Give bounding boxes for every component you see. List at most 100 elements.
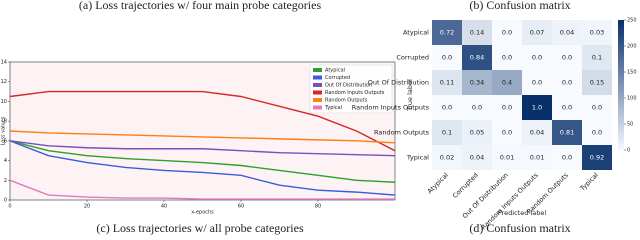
cell-label: 0.04 xyxy=(560,29,574,37)
colorbar-tick-label: 150 xyxy=(627,70,637,76)
caption: (b) Confusion matrix xyxy=(469,0,570,12)
y-tick-label: 4 xyxy=(4,158,7,164)
y-tick-label: 14 xyxy=(1,60,7,66)
heatmap-cell xyxy=(492,145,522,170)
heatmap-cell xyxy=(522,70,552,95)
heatmap-cell xyxy=(432,95,462,120)
heatmap-cell xyxy=(582,70,612,95)
heatmap-cell xyxy=(582,95,612,120)
legend-label: Random Outputs xyxy=(325,98,368,104)
cell-label: 0.14 xyxy=(470,29,484,37)
cell-label: 0.0 xyxy=(442,54,452,62)
legend-label: Typical xyxy=(324,105,342,111)
heatmap-cell xyxy=(552,95,582,120)
cell-label: 0.15 xyxy=(590,79,604,87)
heatmap-cell xyxy=(432,145,462,170)
colorbar-segment xyxy=(618,59,624,63)
cell-label: 0.92 xyxy=(590,154,604,162)
x-tick-label: 20 xyxy=(84,204,90,210)
legend-swatch xyxy=(313,68,322,72)
heatmap-cell xyxy=(522,45,552,70)
heatmap-cell xyxy=(582,45,612,70)
cell-label: 0.0 xyxy=(562,79,572,87)
heatmap-cell xyxy=(582,20,612,45)
cell-label: 0.34 xyxy=(470,79,484,87)
colorbar-tick-label: 0 xyxy=(627,148,630,154)
col-label: Atypical xyxy=(426,171,450,195)
legend-swatch xyxy=(313,90,322,95)
caption: (a) Loss trajectories w/ four main probe… xyxy=(79,0,322,12)
cell-label: 0.0 xyxy=(562,154,572,162)
cell-label: 0.04 xyxy=(530,129,544,137)
row-label: Random Outputs xyxy=(374,129,430,137)
series-line xyxy=(9,179,395,200)
heatmap-cell xyxy=(432,70,462,95)
cell-label: 0.81 xyxy=(560,129,574,137)
legend-label: Out Of Distribution xyxy=(325,83,372,89)
colorbar-segment xyxy=(618,20,624,24)
x-tick-label: 80 xyxy=(315,204,321,210)
heatmap-cell xyxy=(462,20,492,45)
colorbar-segment xyxy=(618,33,624,37)
colorbar-segment xyxy=(618,75,624,79)
heatmap-cell xyxy=(552,20,582,45)
heatmap-cell xyxy=(432,45,462,70)
y-tick-label: 10 xyxy=(1,99,7,105)
legend xyxy=(309,64,393,114)
cell-label: 0.0 xyxy=(502,129,512,137)
cell-label: 0.07 xyxy=(530,29,544,37)
heatmap-cell xyxy=(552,45,582,70)
colorbar-segment xyxy=(618,65,624,70)
cell-label: 0.0 xyxy=(592,129,602,137)
cell-label: 1.0 xyxy=(532,104,542,112)
heatmap-cell xyxy=(552,145,582,170)
cell-label: 0.84 xyxy=(470,54,484,62)
legend-swatch xyxy=(313,75,322,80)
col-label: Corrupted xyxy=(451,171,480,200)
colorbar-segment xyxy=(618,91,624,96)
colorbar-segment xyxy=(618,111,624,115)
colorbar-segment xyxy=(618,124,624,128)
cell-label: 0.0 xyxy=(532,79,542,87)
colorbar-segment xyxy=(618,107,624,112)
cell-label: 0.1 xyxy=(442,129,452,137)
colorbar-tick-label: 50 xyxy=(627,122,633,128)
colorbar-segment xyxy=(618,88,624,92)
legend-swatch xyxy=(313,98,322,102)
heatmap-cell xyxy=(462,70,492,95)
row-label: Out Of Distribution xyxy=(368,79,429,87)
heatmap-cell xyxy=(492,20,522,45)
colorbar-segment xyxy=(618,52,624,57)
series-line xyxy=(9,90,396,152)
cell-label: 0.0 xyxy=(442,104,452,112)
colorbar-segment xyxy=(618,29,624,34)
cell-label: 0.0 xyxy=(502,29,512,37)
heatmap-cell xyxy=(492,45,522,70)
x-tick-label: 0 xyxy=(8,204,11,210)
col-label: Typical xyxy=(578,171,600,193)
heatmap-cell xyxy=(462,145,492,170)
cell-label: 0.0 xyxy=(472,104,482,112)
heatmap-cell xyxy=(582,120,612,145)
x-tick-label: 60 xyxy=(238,204,244,210)
heatmap-cell xyxy=(462,95,492,120)
x-tick-label: 40 xyxy=(161,204,167,210)
legend-swatch xyxy=(313,105,322,110)
colorbar-segment xyxy=(618,133,624,138)
colorbar-segment xyxy=(618,55,624,60)
cell-label: 0.05 xyxy=(470,129,484,137)
y-axis-label: Loss values xyxy=(1,116,7,145)
y-tick-label: 6 xyxy=(4,138,7,144)
colorbar-tick-label: 250 xyxy=(627,18,637,24)
colorbar-segment xyxy=(618,114,624,118)
colorbar-segment xyxy=(618,39,624,44)
y-tick-label: 12 xyxy=(1,79,7,85)
heatmap-cell xyxy=(522,20,552,45)
cell-label: 0.11 xyxy=(440,79,454,87)
cell-label: 0.0 xyxy=(562,54,572,62)
cell-label: 0.0 xyxy=(562,104,572,112)
x-axis-label: x-epochs xyxy=(191,210,214,216)
legend-label: Atypical xyxy=(325,68,345,74)
colorbar-segment xyxy=(618,68,624,73)
